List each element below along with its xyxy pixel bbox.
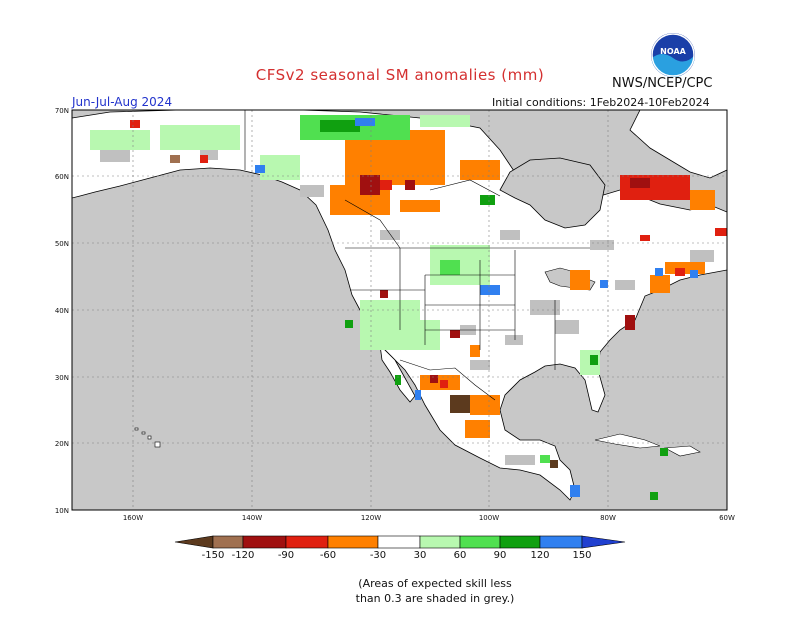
map-title: CFSv2 seasonal SM anomalies (mm): [255, 66, 545, 84]
colorbar-labels: -150 -120 -90 -60 -30 30 60 90 120 150: [202, 550, 592, 561]
colorbar-tick: 90: [494, 550, 507, 561]
lat-label: 20N: [55, 440, 69, 448]
colorbar: [174, 535, 626, 549]
skill-note-line2: than 0.3 are shaded in grey.): [355, 592, 515, 605]
lon-label: 60W: [719, 514, 735, 522]
lon-label: 80W: [600, 514, 616, 522]
graticule: [72, 110, 727, 510]
political-boundaries: [244, 110, 590, 401]
lat-label: 60N: [55, 173, 69, 181]
hawaii-islands: [134, 427, 161, 448]
colorbar-tick: 120: [530, 550, 549, 561]
cuba-land: [594, 433, 661, 449]
hudson-bay: [499, 157, 606, 229]
colorbar-tick: -150: [202, 550, 225, 561]
colorbar-tick: -30: [370, 550, 386, 561]
colorbar-tick: 30: [414, 550, 427, 561]
skill-note-line1: (Areas of expected skill less: [358, 577, 512, 590]
longitude-labels: 160W 140W 120W 100W 80W 60W: [123, 514, 735, 522]
lon-label: 120W: [361, 514, 381, 522]
colorbar-tick: -90: [278, 550, 294, 561]
wet-anomaly-areas: [90, 115, 698, 500]
skill-note: (Areas of expected skill less than 0.3 a…: [330, 576, 540, 606]
hispaniola-land: [663, 445, 701, 457]
svg-text:NOAA: NOAA: [660, 47, 686, 56]
colorbar-tick: -60: [320, 550, 336, 561]
season-label: Jun-Jul-Aug 2024: [72, 95, 173, 109]
greenland-land: [629, 110, 727, 179]
lat-label: 30N: [55, 374, 69, 382]
lat-label: 40N: [55, 307, 69, 315]
noaa-logo-icon: NOAA: [651, 33, 695, 78]
colorbar-tick: 150: [572, 550, 591, 561]
lon-label: 100W: [479, 514, 499, 522]
low-skill-areas: [100, 150, 714, 465]
latitude-labels: 70N 60N 50N 40N 30N 20N 10N: [55, 107, 69, 515]
baja-land: [379, 343, 416, 403]
colorbar-tick: 60: [454, 550, 467, 561]
colorbar-tick: -120: [232, 550, 255, 561]
agency-label: NWS/NCEP/CPC: [612, 76, 713, 91]
initial-conditions-label: Initial conditions: 1Feb2024-10Feb2024: [492, 96, 710, 109]
lat-label: 10N: [55, 507, 69, 515]
lon-label: 140W: [242, 514, 262, 522]
lat-label: 70N: [55, 107, 69, 115]
map-frame: [71, 109, 728, 511]
lon-label: 160W: [123, 514, 143, 522]
lat-label: 50N: [55, 240, 69, 248]
